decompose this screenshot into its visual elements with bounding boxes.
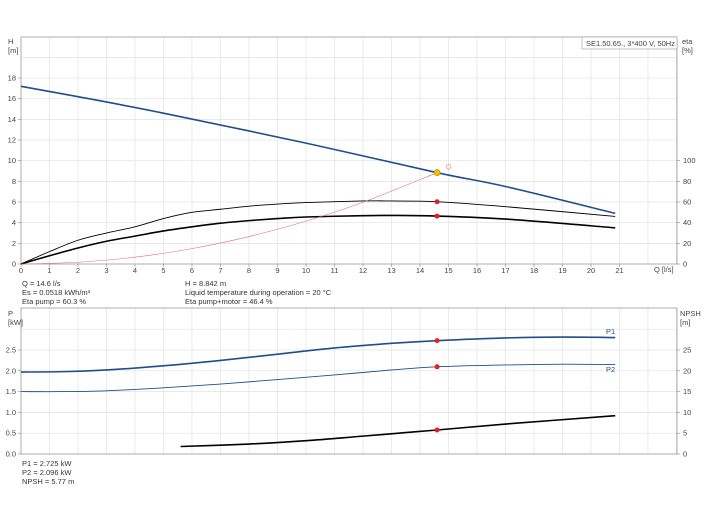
h-axis-label: H [m] [8,37,18,55]
left-tick-label: 0.5 [6,429,16,438]
x-tick-label: 4 [133,266,137,275]
operating-point-marker [433,169,441,177]
x-tick-label: 12 [359,266,367,275]
npsh-point-marker [434,427,440,433]
right-tick-label: 15 [683,387,691,396]
x-tick-label: 9 [275,266,279,275]
bottom-chart-grid [21,308,677,454]
x-tick-label: 6 [190,266,194,275]
left-tick-label: 14 [8,115,16,124]
info-q: Q = 14.6 l/s [22,279,61,288]
p2-point-marker [434,364,440,370]
left-tick-label: 8 [12,177,16,186]
x-tick-label: 18 [530,266,538,275]
info-h: H = 8.842 m [185,279,227,288]
system-curve-curve [20,172,438,265]
x-tick-label: 15 [444,266,452,275]
x-tick-label: 0 [19,266,23,275]
eta-pump-curve [20,200,616,265]
top-plot-frame [20,36,678,265]
x-tick-label: 7 [218,266,222,275]
left-tick-label: 12 [8,136,16,145]
p2-curve [20,363,616,393]
info-p2: P2 = 2.096 kW [22,468,72,477]
p1-point-marker [434,338,440,344]
p-axis-label: P [kW] [8,309,23,327]
system-end-circle-marker [445,164,452,170]
top-chart-grid [21,37,677,264]
bottom-plot-frame [20,307,678,455]
left-tick-label: 4 [12,218,16,227]
info-es: Es = 0.0518 kWh/m³ [22,288,91,297]
legend-box [581,36,678,50]
x-tick-label: 5 [161,266,165,275]
right-tick-label: 0 [683,260,687,269]
left-tick-label: 0.0 [6,450,16,459]
left-tick-label: 0 [12,260,16,269]
p1-curve-label: P1 [606,327,615,336]
x-tick-label: 17 [501,266,509,275]
q-axis-label: Q [l/s] [654,265,674,274]
left-tick-label: 1.0 [6,408,16,417]
info-temp: Liquid temperature during operation = 20… [185,288,332,297]
x-tick-label: 14 [416,266,424,275]
legend-text: SE1.50.65., 3*400 V, 50Hz [586,39,675,48]
left-tick-label: 2 [12,239,16,248]
x-tick-label: 21 [615,266,623,275]
right-tick-label: 10 [683,408,691,417]
right-tick-label: 25 [683,346,691,355]
right-tick-label: 20 [683,239,691,248]
left-tick-label: 1.5 [6,387,16,396]
right-tick-label: 0 [683,450,687,459]
left-tick-label: 2.0 [6,366,16,375]
x-tick-label: 19 [558,266,566,275]
right-tick-label: 100 [683,156,696,165]
eta-pump-motor-point-marker [434,213,440,219]
npsh-axis-label: NPSH [m] [680,309,701,327]
eta-pump-motor-curve [20,214,616,265]
left-tick-label: 6 [12,198,16,207]
x-tick-label: 8 [247,266,251,275]
info-eta-pump-motor: Eta pump+motor = 46.4 % [185,297,273,306]
right-tick-label: 60 [683,198,691,207]
left-tick-label: 10 [8,156,16,165]
info-npsh: NPSH = 5.77 m [22,477,75,486]
right-tick-label: 5 [683,429,687,438]
npsh-curve [180,414,616,448]
right-tick-label: 40 [683,218,691,227]
x-tick-label: 1 [47,266,51,275]
left-tick-label: 18 [8,74,16,83]
left-tick-label: 16 [8,94,16,103]
x-tick-label: 10 [302,266,310,275]
x-tick-label: 20 [587,266,595,275]
p1-curve [20,336,616,373]
x-tick-label: 2 [76,266,80,275]
p2-curve-label: P2 [606,365,615,374]
right-tick-label: 20 [683,366,691,375]
x-tick-label: 11 [331,266,339,275]
eta-pump-point-marker [434,199,440,205]
x-tick-label: 13 [387,266,395,275]
info-eta-pump: Eta pump = 60.3 % [22,297,86,306]
right-tick-label: 80 [683,177,691,186]
x-tick-label: 3 [104,266,108,275]
info-p1: P1 = 2.725 kW [22,459,72,468]
eta-axis-label: eta [%] [682,37,693,55]
x-tick-label: 16 [473,266,481,275]
head-curve [20,85,616,215]
left-tick-label: 2.5 [6,346,16,355]
